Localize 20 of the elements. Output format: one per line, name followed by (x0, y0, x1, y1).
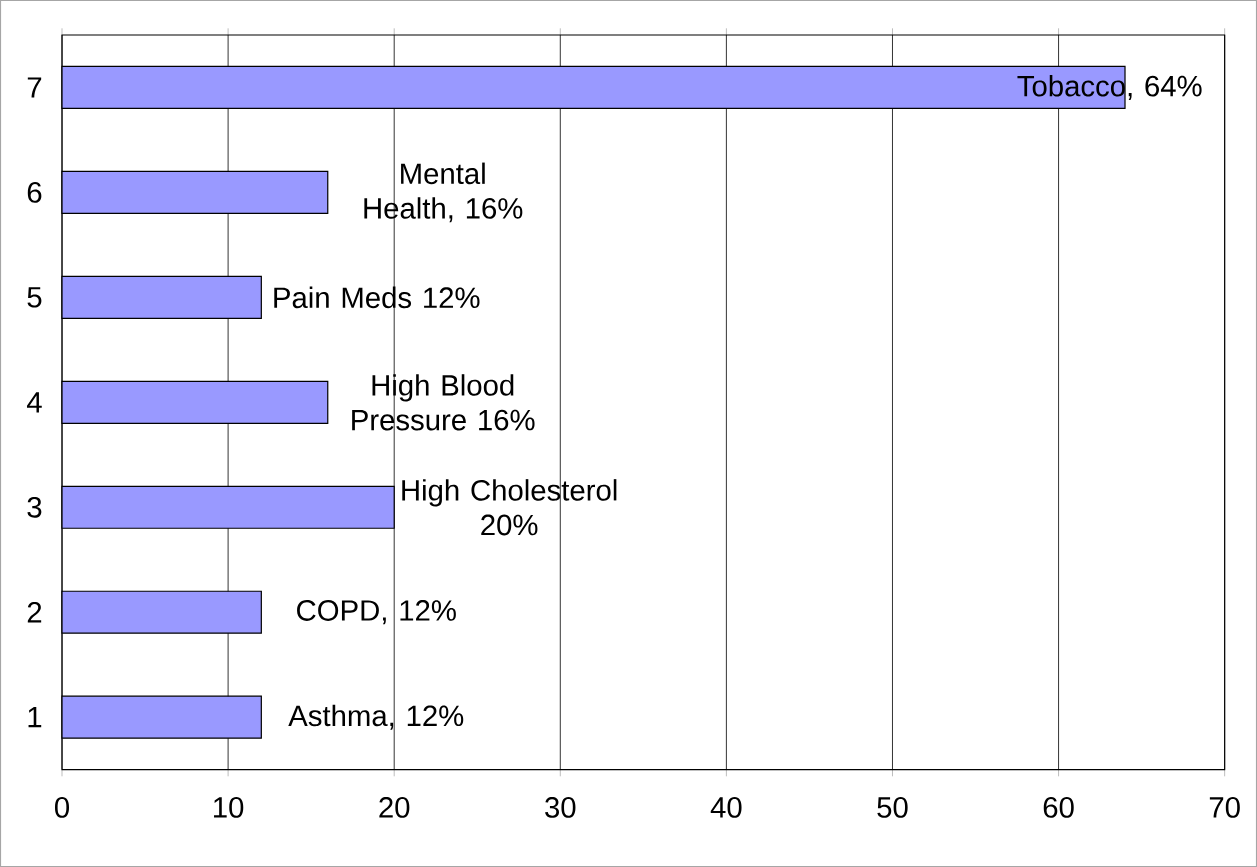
data-label: COPD, 12% (297, 600, 456, 625)
x-tick-label: 50 (877, 797, 908, 818)
y-tick-label: 2 (27, 601, 42, 623)
y-tick-label: 6 (27, 182, 42, 203)
x-tick-label: 20 (379, 797, 410, 818)
data-label: Pain Meds 12% (274, 286, 480, 309)
x-tick-label: 40 (710, 797, 742, 818)
y-tick-label: 7 (27, 77, 42, 98)
y-tick-label: 3 (27, 496, 42, 518)
y-tick-label: 5 (27, 287, 42, 308)
x-tick-label: 70 (1209, 797, 1240, 818)
x-tick-label: 0 (55, 797, 70, 818)
data-label: High Blood Pressure 16% (352, 374, 535, 431)
x-tick-label: 30 (545, 797, 576, 818)
y-tick-label: 4 (26, 392, 42, 413)
data-label: Asthma, 12% (288, 704, 464, 730)
x-tick-label: 60 (1043, 797, 1074, 818)
y-tick-label: 1 (28, 707, 42, 728)
data-label: Mental Health, 16% (364, 162, 523, 223)
x-tick-label: 10 (214, 797, 244, 818)
